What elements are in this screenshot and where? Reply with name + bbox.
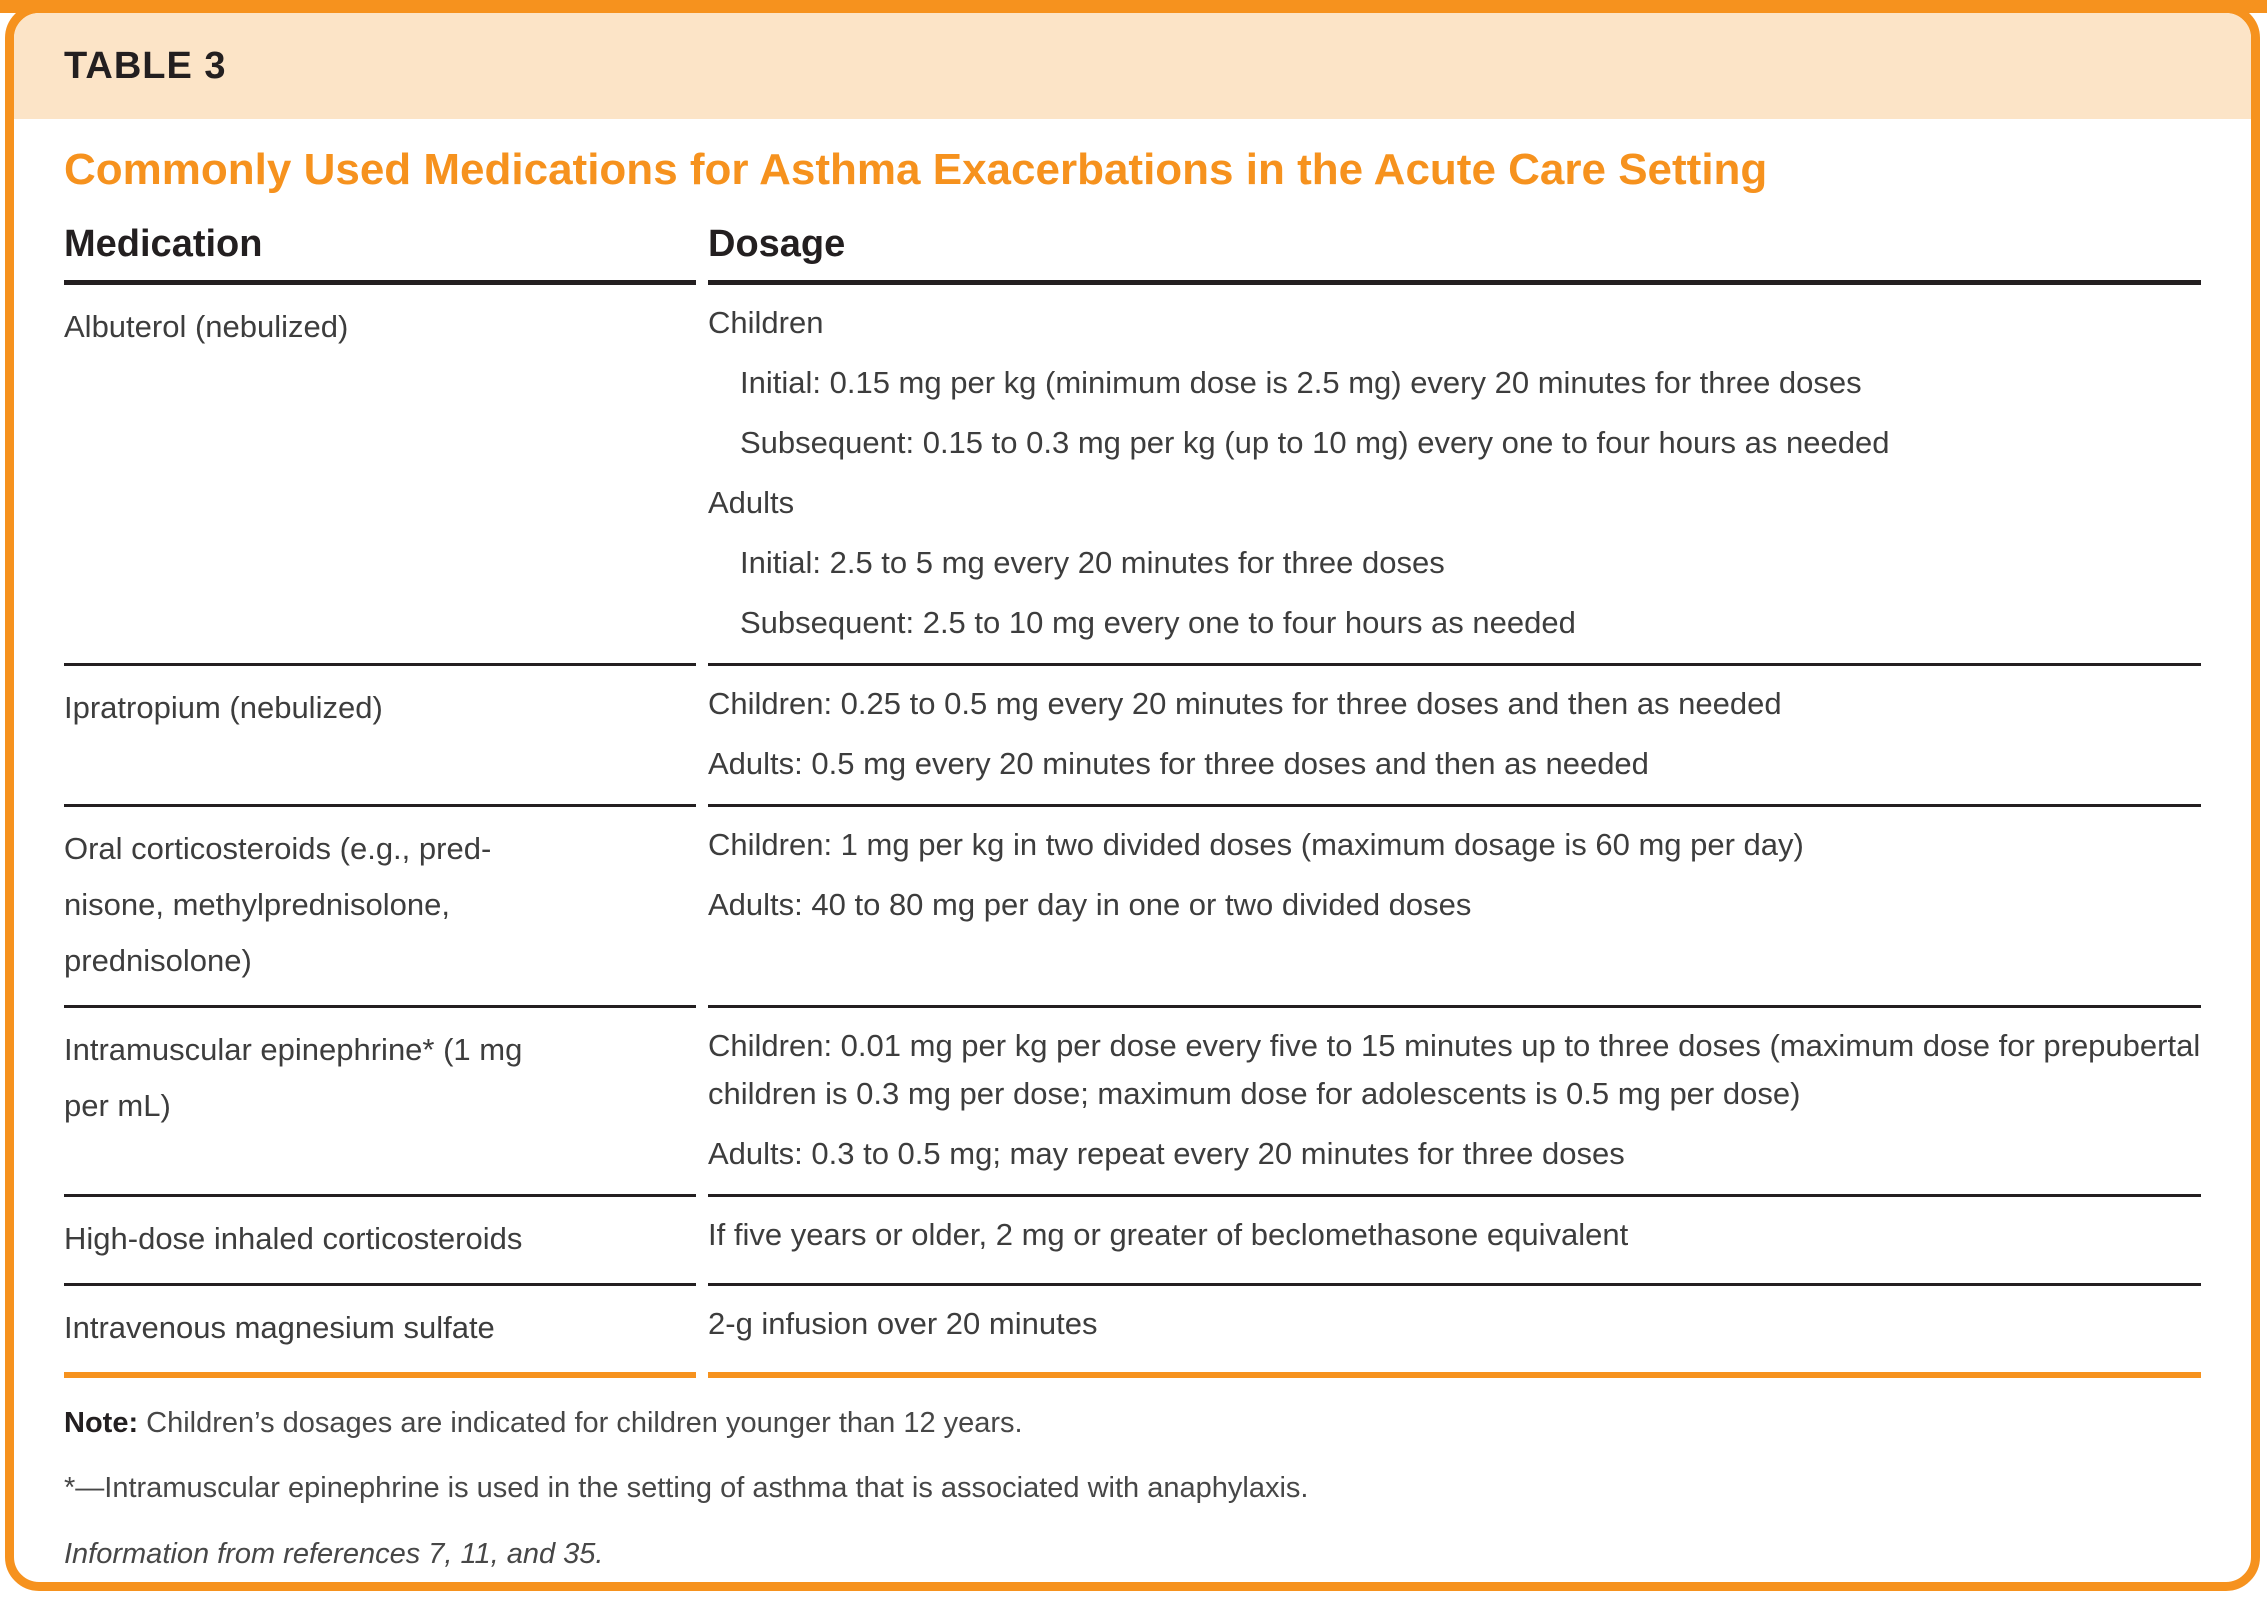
note-label: Note: (64, 1406, 139, 1439)
table-content: Commonly Used Medications for Asthma Exa… (14, 145, 2251, 1576)
dosage-line: If five years or older, 2 mg or greater … (708, 1216, 1629, 1252)
table-title: Commonly Used Medications for Asthma Exa… (64, 145, 1768, 194)
dosage-cell: Children: 0.01 mg per kg per dose every … (708, 1004, 2201, 1194)
medication-text: High-dose inhaled corticosteroids (64, 1220, 523, 1256)
orange-rule (708, 1371, 2201, 1378)
column-header-dosage: Dosage (708, 223, 846, 265)
dosage-line: Children: 0.01 mg per kg per dose every … (708, 1027, 2201, 1111)
dosage-line: Children: 1 mg per kg in two divided dos… (708, 827, 1804, 863)
medication-cell: Intravenous magnesium sulfate (64, 1282, 696, 1372)
dosage-cell: Children: 1 mg per kg in two divided dos… (708, 804, 2201, 1004)
medication-text: Albuterol (nebulized) (64, 309, 349, 344)
orange-rule (64, 1371, 696, 1378)
medication-cell: Albuterol (nebulized) (64, 280, 696, 663)
dosage-cell: If five years or older, 2 mg or greater … (708, 1193, 2201, 1283)
dosage-cell: 2-g infusion over 20 minutes (708, 1282, 2201, 1372)
dosage-cell: Children Initial: 0.15 mg per kg (minimum… (708, 280, 2201, 663)
medication-cell: Intramuscular epinephrine* (1 mg per mL) (64, 1004, 696, 1194)
dosage-line: Adults: 0.5 mg every 20 minutes for thre… (708, 746, 1649, 782)
medication-text: Ipratropium (nebulized) (64, 690, 383, 726)
table-footer: Note: Children’s dosages are indicated f… (64, 1402, 2201, 1577)
dosage-cell: Children: 0.25 to 0.5 mg every 20 minute… (708, 663, 2201, 804)
dosage-line: Children (708, 305, 824, 340)
note-line: Note: Children’s dosages are indicated f… (64, 1402, 2201, 1446)
medication-cell: Ipratropium (nebulized) (64, 663, 696, 804)
medication-text: Intravenous magnesium sulfate (64, 1309, 495, 1345)
medication-text: per mL) (64, 1087, 171, 1123)
dosage-line: 2-g infusion over 20 minutes (708, 1305, 1098, 1341)
table-header-band: TABLE 3 (14, 13, 2251, 119)
dosage-line: Adults: 0.3 to 0.5 mg; may repeat every … (708, 1135, 1625, 1171)
note-text: Children’s dosages are indicated for chi… (138, 1406, 1023, 1439)
table-label: TABLE 3 (64, 44, 227, 87)
source-line: Information from references 7, 11, and 3… (64, 1537, 604, 1570)
dosage-line: Initial: 2.5 to 5 mg every 20 minutes fo… (740, 545, 1445, 581)
dosage-line: Subsequent: 0.15 to 0.3 mg per kg (up to… (740, 425, 1890, 461)
dosage-line: Adults: 40 to 80 mg per day in one or tw… (708, 887, 1472, 923)
column-header-medication: Medication (64, 223, 263, 265)
dosage-line: Children: 0.25 to 0.5 mg every 20 minute… (708, 686, 1782, 722)
table-card: TABLE 3 Commonly Used Medications for As… (5, 4, 2260, 1591)
asterisk-footnote: *—Intramuscular epinephrine is used in t… (64, 1472, 1309, 1504)
dosage-line: Initial: 0.15 mg per kg (minimum dose is… (740, 365, 1862, 401)
medication-text: nisone, methylprednisolone, (64, 887, 451, 923)
dosage-line: Adults (708, 485, 795, 521)
medications-table: Medication Dosage Albuterol (nebulized) C… (64, 223, 2201, 1378)
medication-text: Intramuscular epinephrine* (1 mg (64, 1031, 523, 1067)
medication-text: prednisolone) (64, 942, 252, 978)
medication-cell: High-dose inhaled corticosteroids (64, 1193, 696, 1283)
dosage-line: Subsequent: 2.5 to 10 mg every one to fo… (740, 605, 1576, 641)
medication-cell: Oral corticosteroids (e.g., pred-nisone,… (64, 804, 696, 1004)
medication-text: Oral corticosteroids (e.g., pred- (64, 831, 492, 867)
